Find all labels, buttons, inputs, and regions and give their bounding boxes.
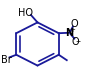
Text: O: O: [71, 37, 79, 47]
Text: HO: HO: [18, 8, 33, 18]
Text: O: O: [70, 19, 78, 29]
Text: Br: Br: [1, 55, 12, 65]
Text: −: −: [75, 38, 81, 43]
Text: N: N: [66, 28, 74, 38]
Text: +: +: [69, 27, 75, 33]
